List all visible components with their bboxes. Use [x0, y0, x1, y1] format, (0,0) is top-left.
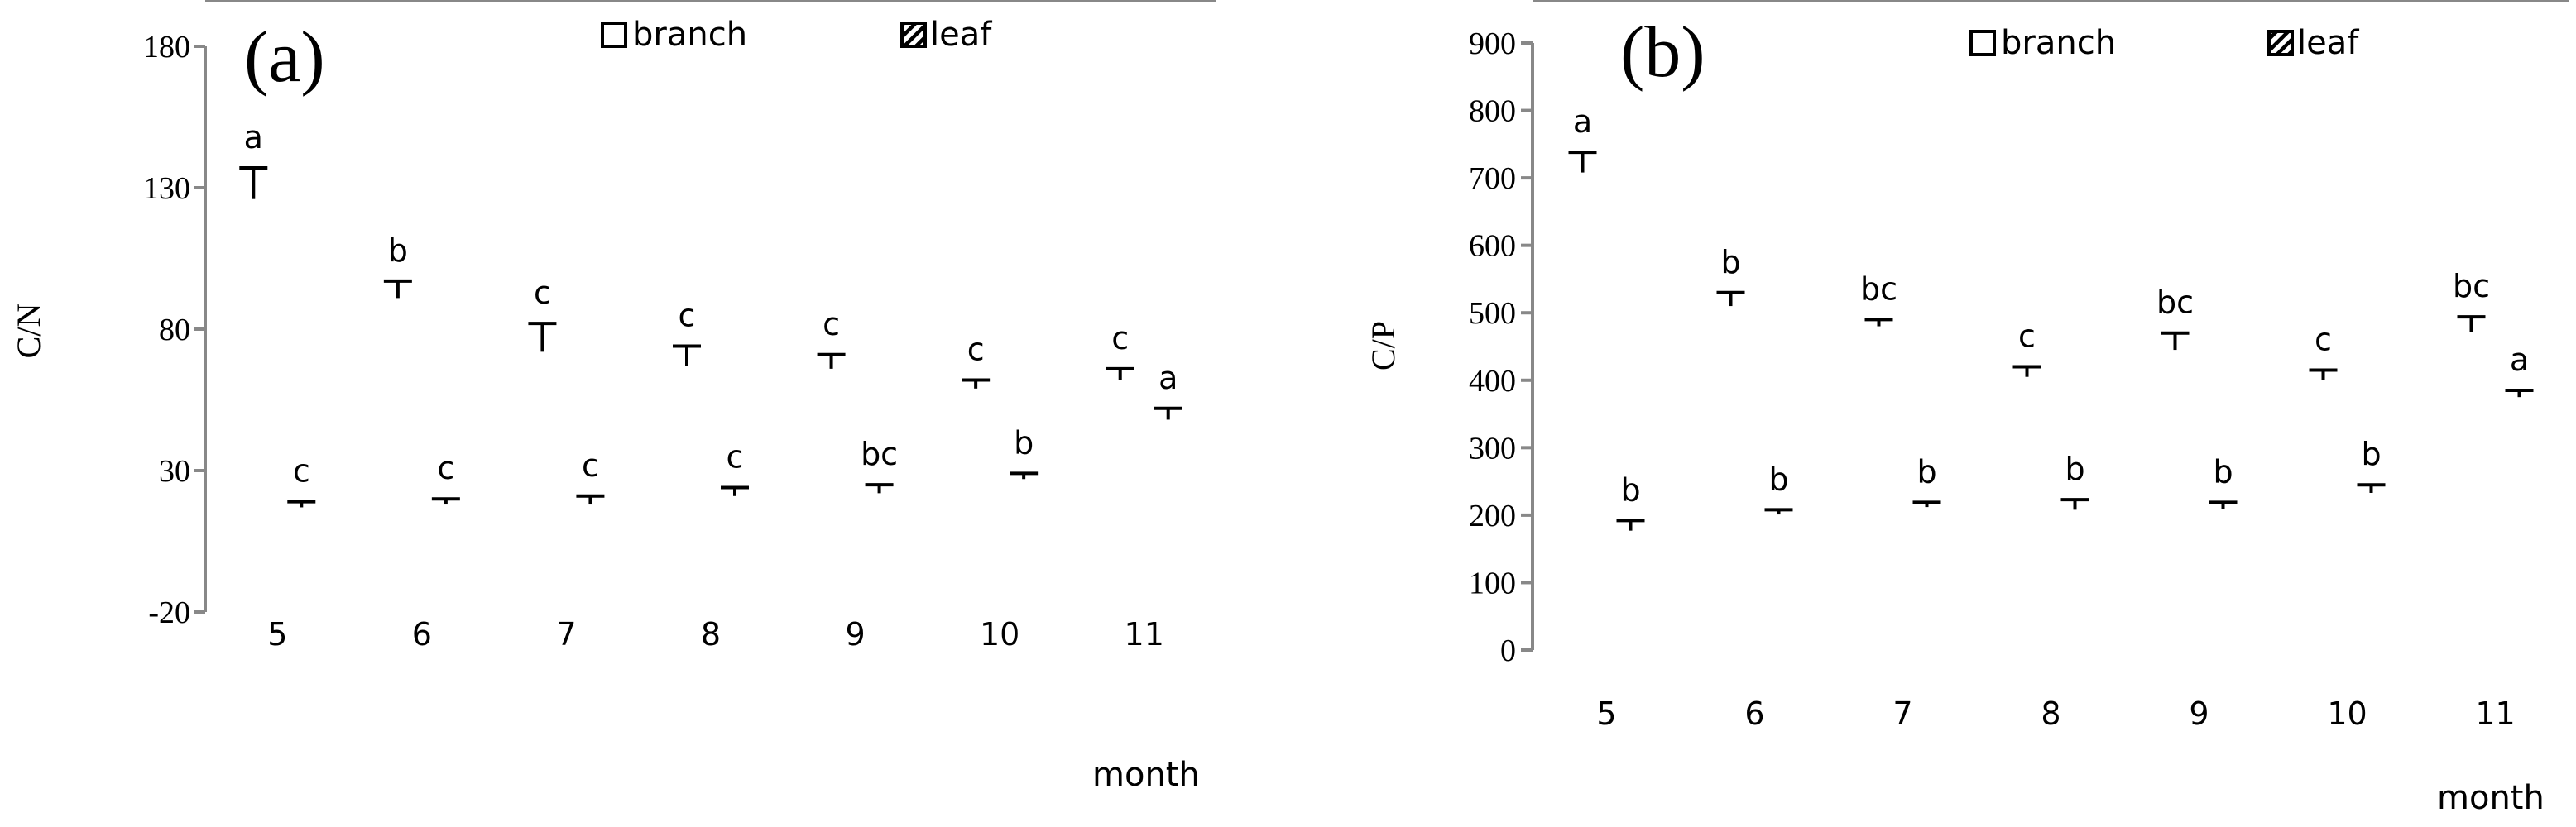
significance-letter: c [967, 332, 985, 368]
x-axis-title: month [2437, 779, 2545, 817]
x-tick-label: 7 [556, 616, 576, 653]
significance-letter: c [679, 298, 696, 334]
significance-letter: c [437, 450, 454, 486]
x-tick-label: 6 [1744, 696, 1764, 732]
significance-letter: c [1111, 320, 1129, 356]
significance-letter: bc [1860, 270, 1897, 307]
x-tick-label: 7 [1892, 696, 1912, 732]
significance-letter: a [1158, 360, 1178, 396]
legend: branch leaf [1969, 24, 2359, 62]
legend-swatch-branch [1969, 30, 1996, 56]
legend-swatch-branch [601, 22, 627, 48]
x-tick-label: 9 [845, 616, 865, 653]
legend-swatch-leaf [2267, 30, 2294, 56]
significance-letter: b [1768, 461, 1788, 497]
y-axis-title: C/N [10, 304, 47, 359]
y-tick-label: 130 [143, 171, 190, 206]
significance-letter: bc [2156, 284, 2194, 321]
significance-letter: b [1720, 244, 1740, 280]
significance-letter: b [1916, 453, 1936, 490]
panel-label: (b) [1620, 12, 1705, 93]
significance-letter: a [2510, 342, 2529, 378]
y-tick-label: 900 [1469, 26, 1516, 61]
y-tick-label: 700 [1469, 161, 1516, 196]
significance-letter: a [1573, 103, 1592, 140]
significance-letter: a [244, 119, 263, 155]
y-tick-label: 800 [1469, 94, 1516, 129]
x-tick-label: 5 [1596, 696, 1616, 732]
x-tick-label: 10 [2327, 696, 2367, 732]
significance-letter: c [2315, 322, 2332, 358]
panel-label: (a) [244, 17, 325, 98]
legend-label-leaf: leaf [2297, 24, 2359, 62]
significance-letter: b [1620, 471, 1640, 508]
y-tick-label: 180 [143, 30, 190, 65]
legend-label-leaf: leaf [930, 16, 992, 54]
legend: branch leaf [601, 16, 992, 54]
legend-label-branch: branch [2001, 24, 2116, 62]
significance-letter: b [388, 232, 408, 269]
x-axis-title: month [1092, 756, 1200, 794]
y-tick-label: -20 [148, 595, 190, 630]
x-tick-label: 6 [412, 616, 432, 653]
y-tick-label: 200 [1469, 499, 1516, 533]
y-tick-label: 80 [159, 313, 190, 347]
y-tick-label: 500 [1469, 296, 1516, 331]
x-tick-label: 10 [980, 616, 1019, 653]
significance-letter: c [823, 306, 840, 342]
y-tick-label: 30 [159, 454, 190, 489]
y-tick-label: 100 [1469, 566, 1516, 600]
significance-letter: b [2361, 436, 2381, 472]
y-tick-label: 400 [1469, 364, 1516, 399]
x-tick-label: 11 [1125, 616, 1164, 653]
y-axis-title: C/P [1365, 321, 1402, 370]
x-tick-label: 8 [701, 616, 721, 653]
legend-label-branch: branch [632, 16, 747, 54]
significance-letter: b [2065, 451, 2084, 487]
significance-letter: c [2018, 318, 2036, 354]
x-tick-label: 9 [2189, 696, 2209, 732]
chart-panel-b: 01002003004005006007008009005ab6bb7bcb8c… [1365, 0, 2569, 817]
x-tick-label: 8 [2041, 696, 2060, 732]
y-tick-label: 600 [1469, 229, 1516, 264]
significance-letter: c [534, 275, 551, 311]
significance-letter: b [2213, 453, 2233, 490]
y-tick-label: 0 [1500, 633, 1516, 668]
significance-letter: bc [861, 436, 898, 472]
chart-panel-a: -2030801301805ac6bc7cc8cc9cbc10cb11caC/N… [10, 0, 1216, 794]
x-tick-label: 11 [2475, 696, 2515, 732]
significance-letter: b [1014, 424, 1034, 461]
significance-letter: c [293, 453, 310, 490]
significance-letter: bc [2453, 268, 2490, 304]
x-tick-label: 5 [267, 616, 287, 653]
significance-letter: c [582, 447, 599, 484]
significance-letter: c [727, 439, 744, 476]
y-tick-label: 300 [1469, 431, 1516, 466]
legend-swatch-leaf [900, 22, 927, 48]
